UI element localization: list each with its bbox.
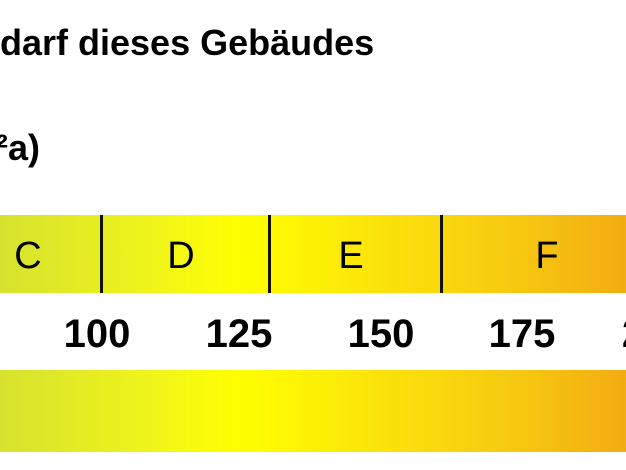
efficiency-class-bar: C D E F — [0, 215, 626, 293]
class-divider — [100, 215, 103, 293]
tick-label-partial: 2 — [622, 312, 626, 357]
class-label-f: F — [535, 235, 559, 277]
class-label-d: D — [167, 235, 195, 277]
class-divider — [268, 215, 271, 293]
tick-label-125: 125 — [205, 312, 273, 356]
certificate-heading: darf dieses Gebäudes — [0, 22, 375, 63]
class-label-e: E — [338, 235, 364, 277]
tick-label-175: 175 — [488, 312, 556, 356]
class-divider — [440, 215, 443, 293]
tick-label-150: 150 — [347, 312, 415, 356]
unit-label: ²a) — [0, 127, 40, 168]
tick-label-100: 100 — [63, 312, 131, 356]
energy-scale-bar — [0, 370, 626, 452]
class-label-c: C — [14, 235, 42, 277]
